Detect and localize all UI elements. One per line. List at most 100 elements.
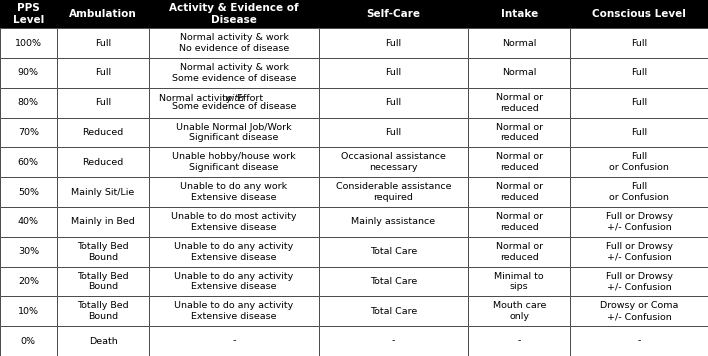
Text: Effort: Effort: [234, 94, 263, 103]
Text: Total Care: Total Care: [370, 307, 417, 316]
Bar: [571, 297, 708, 326]
Text: 60%: 60%: [18, 158, 39, 167]
Bar: [468, 117, 571, 147]
Bar: [0, 237, 57, 267]
Bar: [0, 177, 57, 207]
Bar: [57, 0, 149, 28]
Bar: [571, 207, 708, 237]
Bar: [0, 0, 57, 28]
Bar: [57, 58, 149, 88]
Bar: [149, 28, 319, 58]
Text: 50%: 50%: [18, 188, 39, 197]
Text: Totally Bed
Bound: Totally Bed Bound: [77, 272, 129, 291]
Text: Normal activity & work
No evidence of disease: Normal activity & work No evidence of di…: [179, 33, 289, 53]
Bar: [319, 28, 468, 58]
Bar: [571, 58, 708, 88]
Bar: [57, 267, 149, 297]
Bar: [149, 117, 319, 147]
Text: Full: Full: [385, 68, 401, 77]
Bar: [319, 88, 468, 117]
Bar: [149, 58, 319, 88]
Text: Some evidence of disease: Some evidence of disease: [172, 102, 296, 111]
Bar: [468, 88, 571, 117]
Bar: [149, 237, 319, 267]
Text: Minimal to
sips: Minimal to sips: [494, 272, 544, 291]
Bar: [57, 237, 149, 267]
Bar: [319, 177, 468, 207]
Text: Conscious Level: Conscious Level: [592, 9, 686, 19]
Text: Full: Full: [631, 68, 647, 77]
Bar: [319, 237, 468, 267]
Text: Unable to do any activity
Extensive disease: Unable to do any activity Extensive dise…: [174, 272, 294, 291]
Text: Death: Death: [88, 336, 118, 346]
Bar: [319, 207, 468, 237]
Text: Total Care: Total Care: [370, 247, 417, 256]
Bar: [319, 267, 468, 297]
Bar: [468, 326, 571, 356]
Bar: [149, 207, 319, 237]
Bar: [319, 267, 468, 297]
Bar: [57, 28, 149, 58]
Bar: [571, 177, 708, 207]
Bar: [319, 147, 468, 177]
Bar: [0, 88, 57, 117]
Bar: [468, 177, 571, 207]
Bar: [319, 177, 468, 207]
Bar: [571, 88, 708, 117]
Text: Full: Full: [631, 128, 647, 137]
Bar: [57, 297, 149, 326]
Bar: [571, 237, 708, 267]
Bar: [319, 0, 468, 28]
Bar: [571, 28, 708, 58]
Text: Drowsy or Coma
+/- Confusion: Drowsy or Coma +/- Confusion: [600, 302, 678, 321]
Bar: [571, 297, 708, 326]
Bar: [319, 117, 468, 147]
Bar: [57, 88, 149, 117]
Bar: [571, 117, 708, 147]
Bar: [57, 177, 149, 207]
Text: Full: Full: [95, 98, 111, 107]
Bar: [149, 237, 319, 267]
Bar: [571, 58, 708, 88]
Bar: [57, 326, 149, 356]
Text: Full: Full: [95, 38, 111, 48]
Bar: [468, 117, 571, 147]
Text: Unable to do any activity
Extensive disease: Unable to do any activity Extensive dise…: [174, 302, 294, 321]
Bar: [468, 28, 571, 58]
Text: Normal or
reduced: Normal or reduced: [496, 93, 543, 112]
Text: 100%: 100%: [15, 38, 42, 48]
Bar: [319, 117, 468, 147]
Bar: [0, 147, 57, 177]
Bar: [0, 267, 57, 297]
Text: -: -: [232, 336, 236, 346]
Text: Unable to do any work
Extensive disease: Unable to do any work Extensive disease: [181, 182, 287, 202]
Bar: [149, 267, 319, 297]
Text: 90%: 90%: [18, 68, 39, 77]
Text: Unable hobby/house work
Significant disease: Unable hobby/house work Significant dise…: [172, 152, 296, 172]
Text: Reduced: Reduced: [82, 128, 124, 137]
Bar: [319, 58, 468, 88]
Text: Full
or Confusion: Full or Confusion: [609, 182, 669, 202]
Bar: [149, 177, 319, 207]
Text: 20%: 20%: [18, 277, 39, 286]
Text: Intake: Intake: [501, 9, 538, 19]
Bar: [149, 177, 319, 207]
Bar: [468, 177, 571, 207]
Bar: [149, 207, 319, 237]
Bar: [468, 0, 571, 28]
Bar: [149, 0, 319, 28]
Text: 40%: 40%: [18, 218, 39, 226]
Text: Full
or Confusion: Full or Confusion: [609, 152, 669, 172]
Text: Unable to do any activity
Extensive disease: Unable to do any activity Extensive dise…: [174, 242, 294, 262]
Bar: [468, 237, 571, 267]
Text: 10%: 10%: [18, 307, 39, 316]
Text: 80%: 80%: [18, 98, 39, 107]
Bar: [468, 58, 571, 88]
Text: Total Care: Total Care: [370, 277, 417, 286]
Bar: [0, 237, 57, 267]
Bar: [149, 297, 319, 326]
Text: with: with: [224, 94, 244, 103]
Text: Normal activity: Normal activity: [159, 94, 234, 103]
Bar: [571, 326, 708, 356]
Bar: [0, 177, 57, 207]
